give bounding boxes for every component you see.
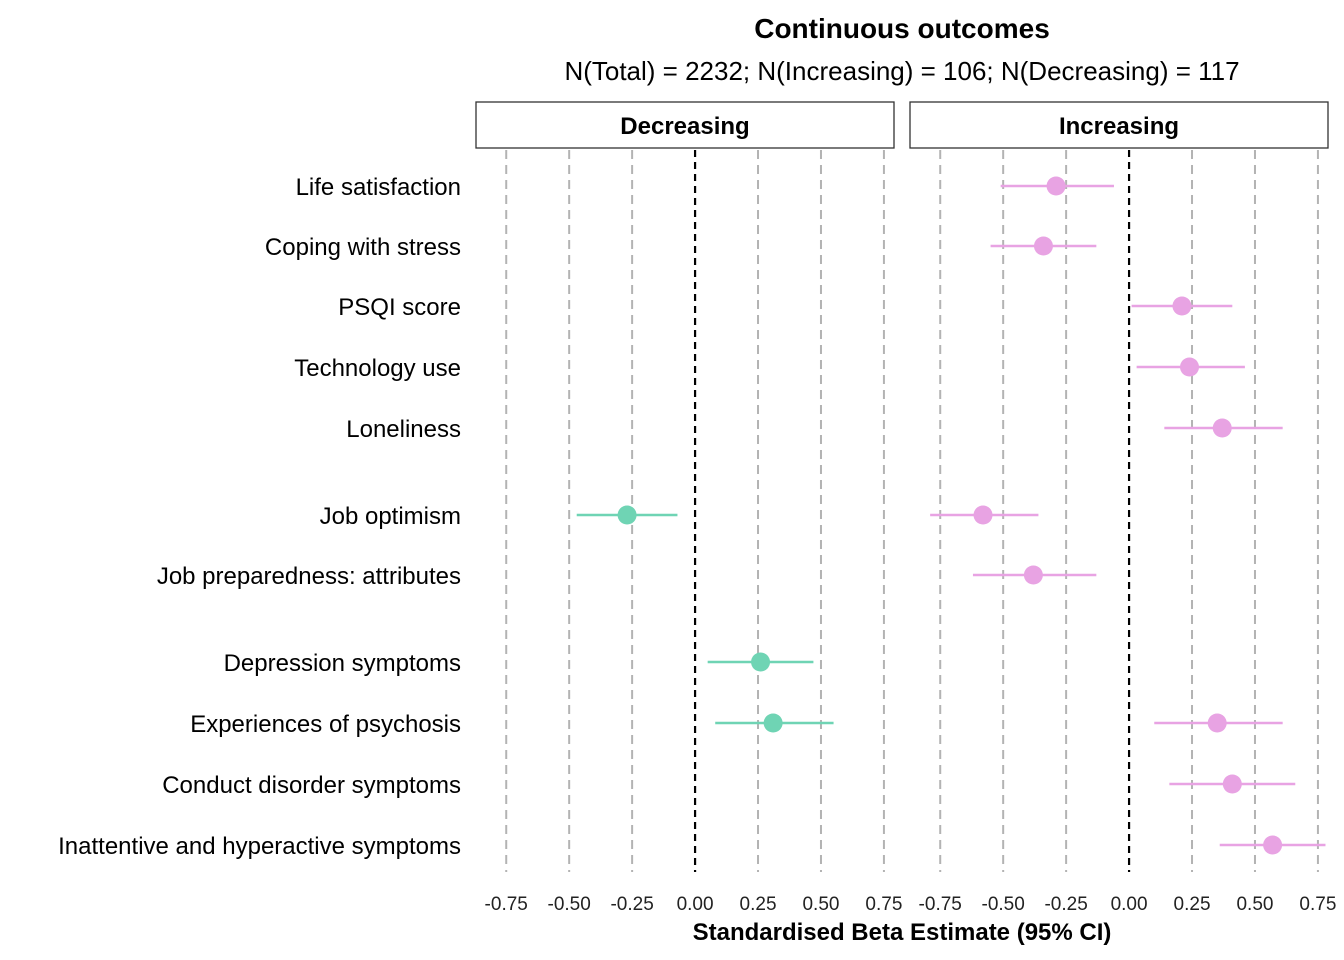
estimate-point bbox=[1046, 176, 1066, 196]
x-tick-label: -0.25 bbox=[1044, 894, 1087, 915]
outcome-label: Conduct disorder symptoms bbox=[162, 772, 461, 799]
outcome-label: Experiences of psychosis bbox=[190, 711, 461, 738]
x-tick-label: -0.50 bbox=[548, 894, 591, 915]
x-tick-label: 0.75 bbox=[1299, 894, 1336, 915]
estimate-point bbox=[763, 713, 783, 733]
outcome-label: PSQI score bbox=[338, 294, 461, 321]
x-tick-label: 0.00 bbox=[677, 894, 714, 915]
estimate-point bbox=[1263, 835, 1283, 855]
outcome-label: Inattentive and hyperactive symptoms bbox=[58, 833, 461, 860]
strip-decreasing bbox=[475, 101, 895, 149]
x-tick-label: -0.25 bbox=[610, 894, 653, 915]
x-tick-label: -0.75 bbox=[485, 894, 528, 915]
estimate-point bbox=[1180, 357, 1200, 377]
estimate-point bbox=[1172, 296, 1192, 316]
x-axis-title: Standardised Beta Estimate (95% CI) bbox=[693, 919, 1112, 946]
facet-strips: Decreasing Increasing bbox=[475, 101, 1329, 149]
outcome-label: Depression symptoms bbox=[224, 650, 461, 677]
x-tick-label: 0.50 bbox=[1236, 894, 1273, 915]
outcome-label: Life satisfaction bbox=[296, 174, 461, 201]
estimate-point bbox=[751, 652, 771, 672]
strip-label-increasing: Increasing bbox=[1059, 113, 1179, 140]
estimate-point bbox=[1023, 565, 1043, 585]
estimate-marks bbox=[576, 176, 1326, 855]
chart-title: Continuous outcomes bbox=[754, 13, 1050, 44]
estimate-point bbox=[1207, 713, 1227, 733]
x-tick-label: 0.50 bbox=[802, 894, 839, 915]
estimate-point bbox=[617, 505, 637, 525]
x-tick-label: -0.50 bbox=[982, 894, 1025, 915]
x-tick-label: 0.00 bbox=[1111, 894, 1148, 915]
chart-subtitle: N(Total) = 2232; N(Increasing) = 106; N(… bbox=[564, 56, 1239, 86]
outcome-label: Coping with stress bbox=[265, 234, 461, 261]
estimate-point bbox=[973, 505, 993, 525]
strip-increasing bbox=[909, 101, 1329, 149]
outcome-labels: Life satisfaction Coping with stress PSQI … bbox=[58, 174, 461, 860]
strip-label-decreasing: Decreasing bbox=[620, 113, 749, 140]
x-tick-labels: -0.75 -0.50 -0.25 0.00 0.25 0.50 0.75 -0.75 -0.5… bbox=[485, 894, 1337, 915]
x-tick-label: 0.75 bbox=[865, 894, 902, 915]
x-tick-label: 0.25 bbox=[1174, 894, 1211, 915]
x-tick-label: 0.25 bbox=[740, 894, 777, 915]
outcome-label: Job optimism bbox=[320, 503, 461, 530]
estimate-point bbox=[1212, 418, 1232, 438]
x-tick-label: -0.75 bbox=[919, 894, 962, 915]
estimate-point bbox=[1033, 236, 1053, 256]
outcome-label: Job preparedness: attributes bbox=[157, 563, 461, 590]
outcome-label: Loneliness bbox=[346, 416, 461, 443]
estimate-point bbox=[1222, 774, 1242, 794]
outcome-label: Technology use bbox=[294, 355, 461, 382]
